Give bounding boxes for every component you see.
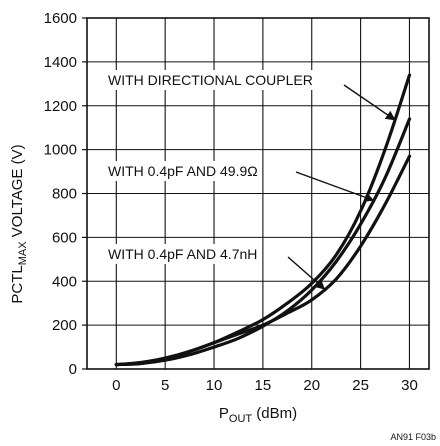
y-tick-label: 1400 xyxy=(44,54,77,71)
annotation-label: WITH 0.4pF AND 4.7nH xyxy=(108,246,257,262)
x-tick-label: 20 xyxy=(303,377,320,394)
y-tick-label: 1000 xyxy=(44,142,77,159)
annotation-arrow xyxy=(295,171,375,202)
x-tick-label: 10 xyxy=(206,377,223,394)
annotation-bg xyxy=(105,70,316,90)
x-tick-label: 25 xyxy=(352,377,369,394)
y-tick-label: 1600 xyxy=(44,10,77,27)
x-tick-label: 0 xyxy=(112,377,120,394)
y-axis-label: PCTLMAX VOLTAGE (V) xyxy=(9,144,29,303)
series-line-3 xyxy=(114,154,412,367)
series-lines xyxy=(114,73,412,367)
y-tick-label: 800 xyxy=(52,186,77,203)
figure-id: AN91 F03b xyxy=(390,432,436,442)
annotation-arrow xyxy=(287,256,326,290)
x-tick-label: 5 xyxy=(161,377,169,394)
y-tick-label: 600 xyxy=(52,229,77,246)
annotation-bg xyxy=(105,161,261,181)
y-tick-label: 400 xyxy=(52,273,77,290)
grid xyxy=(87,18,429,369)
x-axis-label: POUT (dBm) xyxy=(219,405,297,425)
annotation-label: WITH DIRECTIONAL COUPLER xyxy=(108,72,313,88)
x-tick-label: 15 xyxy=(255,377,272,394)
annotations: WITH DIRECTIONAL COUPLER WITH 0.4pF AND 4… xyxy=(105,70,396,290)
y-tick-label: 200 xyxy=(52,317,77,334)
annotation-label: WITH 0.4pF AND 49.9Ω xyxy=(108,163,258,179)
annotation-bg xyxy=(105,244,261,264)
x-tick-label: 30 xyxy=(401,377,418,394)
axes: 0 5 10 15 20 25 30 0 200 400 600 800 1000 1200 1400 160… xyxy=(44,10,430,394)
y-tick-label: 0 xyxy=(69,361,77,378)
annotation-arrow xyxy=(343,84,396,121)
y-tick-label: 1200 xyxy=(44,98,77,115)
